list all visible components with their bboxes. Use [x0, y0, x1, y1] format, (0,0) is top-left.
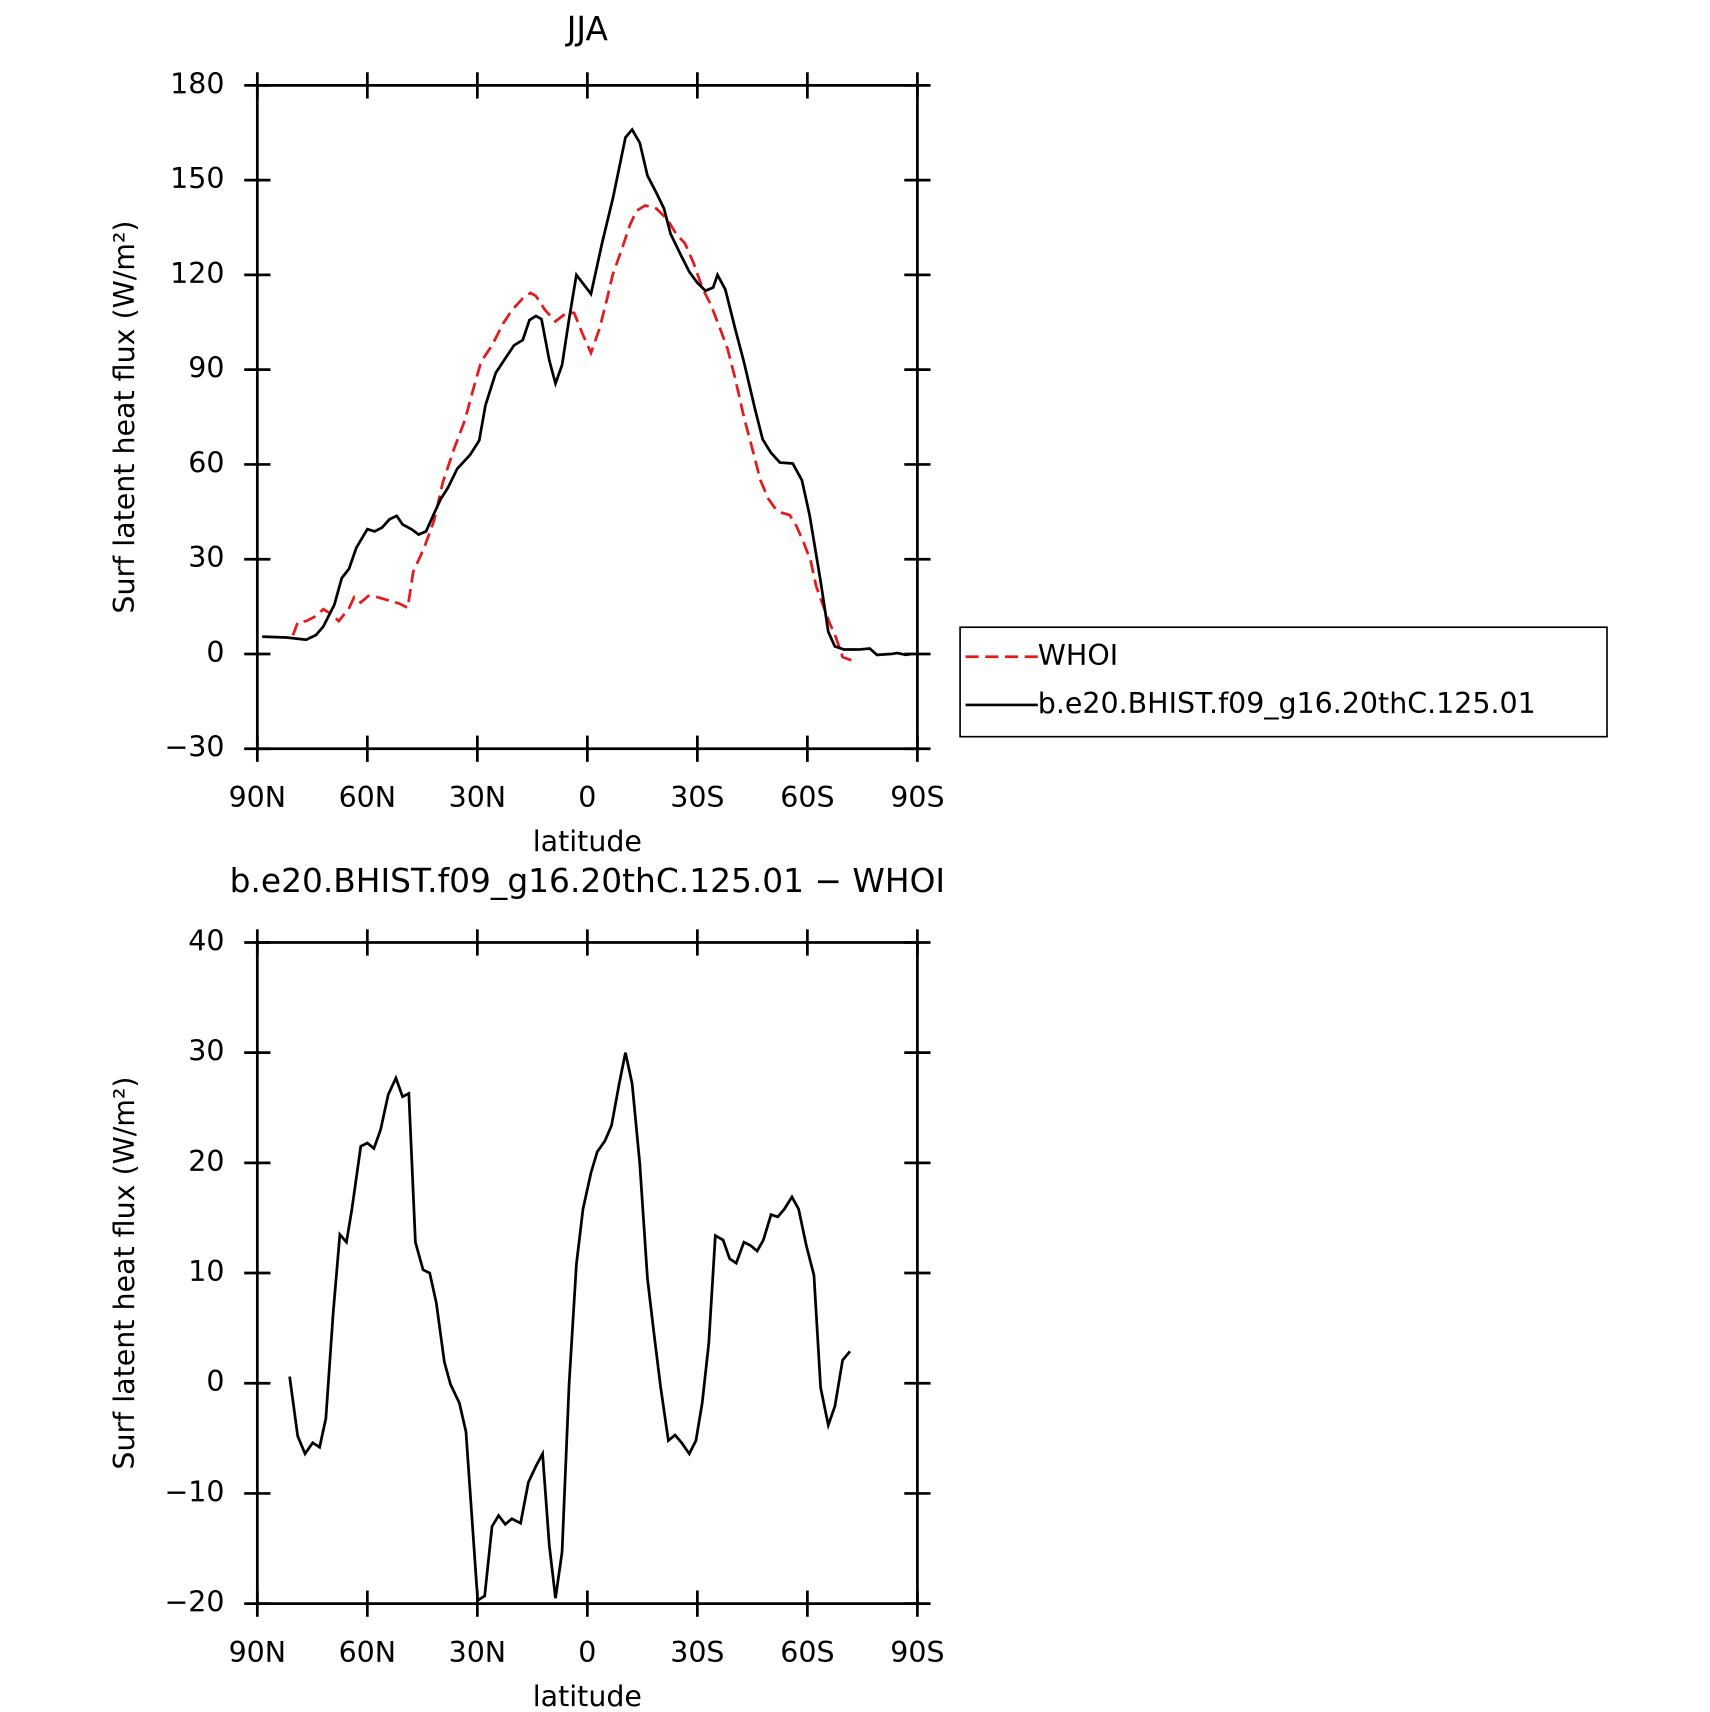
y-tick-label: 0	[206, 1365, 224, 1398]
y-tick-label: 180	[170, 67, 224, 100]
x-tick-label: 30N	[449, 1636, 507, 1669]
y-axis-label: Surf latent heat flux (W/m²)	[108, 220, 141, 613]
x-tick-label: 90S	[890, 1636, 944, 1669]
y-tick-label: 90	[188, 352, 224, 385]
x-tick-label: 60S	[780, 781, 834, 814]
x-tick-label: 0	[578, 1636, 596, 1669]
y-tick-label: −10	[164, 1475, 224, 1508]
y-tick-label: 40	[188, 924, 224, 957]
x-tick-label: 30N	[449, 781, 507, 814]
x-axis-label: latitude	[533, 825, 642, 858]
x-tick-label: 0	[578, 781, 596, 814]
y-tick-label: 60	[188, 446, 224, 479]
chart-title: JJA	[565, 10, 609, 48]
y-tick-label: 150	[170, 162, 224, 195]
data-line	[288, 1052, 852, 1603]
y-tick-label: 120	[170, 257, 224, 290]
y-tick-label: 20	[188, 1145, 224, 1178]
legend-label: b.e20.BHIST.f09_g16.20thC.125.01	[1038, 687, 1536, 720]
x-tick-label: 90N	[229, 1636, 286, 1669]
y-tick-label: −20	[164, 1586, 224, 1619]
x-tick-label: 60N	[339, 781, 397, 814]
x-tick-label: 60N	[339, 1636, 397, 1669]
x-tick-label: 60S	[780, 1636, 834, 1669]
x-tick-label: 30S	[670, 1636, 724, 1669]
data-line	[262, 127, 912, 657]
data-line	[291, 203, 852, 662]
y-axis-label: Surf latent heat flux (W/m²)	[108, 1076, 141, 1469]
x-tick-label: 90N	[229, 781, 286, 814]
y-tick-label: 0	[206, 636, 224, 669]
plot-frame	[255, 941, 919, 1605]
legend-box	[959, 626, 1608, 738]
legend-label: WHOI	[1038, 639, 1118, 672]
y-tick-label: 30	[188, 541, 224, 574]
plot-frame	[255, 84, 919, 751]
x-axis-label: latitude	[533, 1680, 642, 1712]
y-tick-label: 10	[188, 1255, 224, 1288]
x-tick-label: 90S	[890, 781, 944, 814]
chart-title: b.e20.BHIST.f09_g16.20thC.125.01 − WHOI	[230, 862, 946, 900]
y-tick-label: 30	[188, 1035, 224, 1068]
y-tick-label: −30	[164, 731, 224, 764]
x-tick-label: 30S	[670, 781, 724, 814]
